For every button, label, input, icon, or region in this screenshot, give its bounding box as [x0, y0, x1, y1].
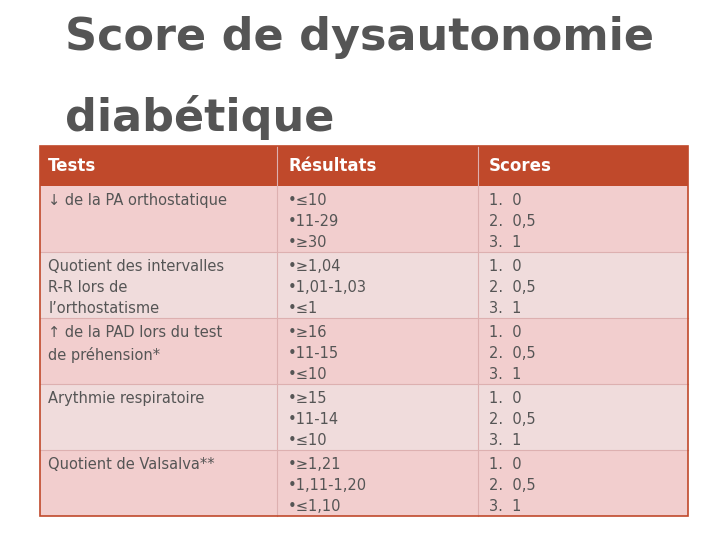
Text: 1.  0
2.  0,5
3.  1: 1. 0 2. 0,5 3. 1: [489, 193, 536, 251]
Text: Quotient des intervalles
R-R lors de
l’orthostatisme: Quotient des intervalles R-R lors de l’o…: [48, 259, 225, 316]
Text: •≥15
•11-14
•≤10: •≥15 •11-14 •≤10: [288, 391, 339, 448]
Text: 1.  0
2.  0,5
3.  1: 1. 0 2. 0,5 3. 1: [489, 325, 536, 382]
Bar: [40, 450, 688, 516]
Text: •≥1,21
•1,11-1,20
•≤1,10: •≥1,21 •1,11-1,20 •≤1,10: [288, 457, 367, 514]
Bar: [40, 252, 688, 318]
Text: •≥1,04
•1,01-1,03
•≤1: •≥1,04 •1,01-1,03 •≤1: [288, 259, 367, 316]
Bar: [40, 146, 688, 516]
Text: Score de dysautonomie: Score de dysautonomie: [65, 16, 654, 59]
Text: Arythmie respiratoire: Arythmie respiratoire: [48, 391, 204, 406]
Text: ↑ de la PAD lors du test
de préhension*: ↑ de la PAD lors du test de préhension*: [48, 325, 222, 362]
Text: 1.  0
2.  0,5
3.  1: 1. 0 2. 0,5 3. 1: [489, 391, 536, 448]
Text: Quotient de Valsalva**: Quotient de Valsalva**: [48, 457, 215, 472]
Bar: [40, 384, 688, 450]
Text: Scores: Scores: [489, 157, 552, 175]
Bar: [40, 318, 688, 384]
Text: 1.  0
2.  0,5
3.  1: 1. 0 2. 0,5 3. 1: [489, 457, 536, 514]
Text: •≤10
•11-29
•≥30: •≤10 •11-29 •≥30: [288, 193, 339, 251]
Text: •≥16
•11-15
•≤10: •≥16 •11-15 •≤10: [288, 325, 339, 382]
Text: Résultats: Résultats: [288, 157, 377, 175]
FancyBboxPatch shape: [0, 0, 720, 540]
Bar: [40, 146, 688, 186]
Text: ↓ de la PA orthostatique: ↓ de la PA orthostatique: [48, 193, 228, 208]
Text: Tests: Tests: [48, 157, 96, 175]
Text: diabétique: diabétique: [65, 94, 334, 139]
Bar: [40, 186, 688, 252]
Text: 1.  0
2.  0,5
3.  1: 1. 0 2. 0,5 3. 1: [489, 259, 536, 316]
